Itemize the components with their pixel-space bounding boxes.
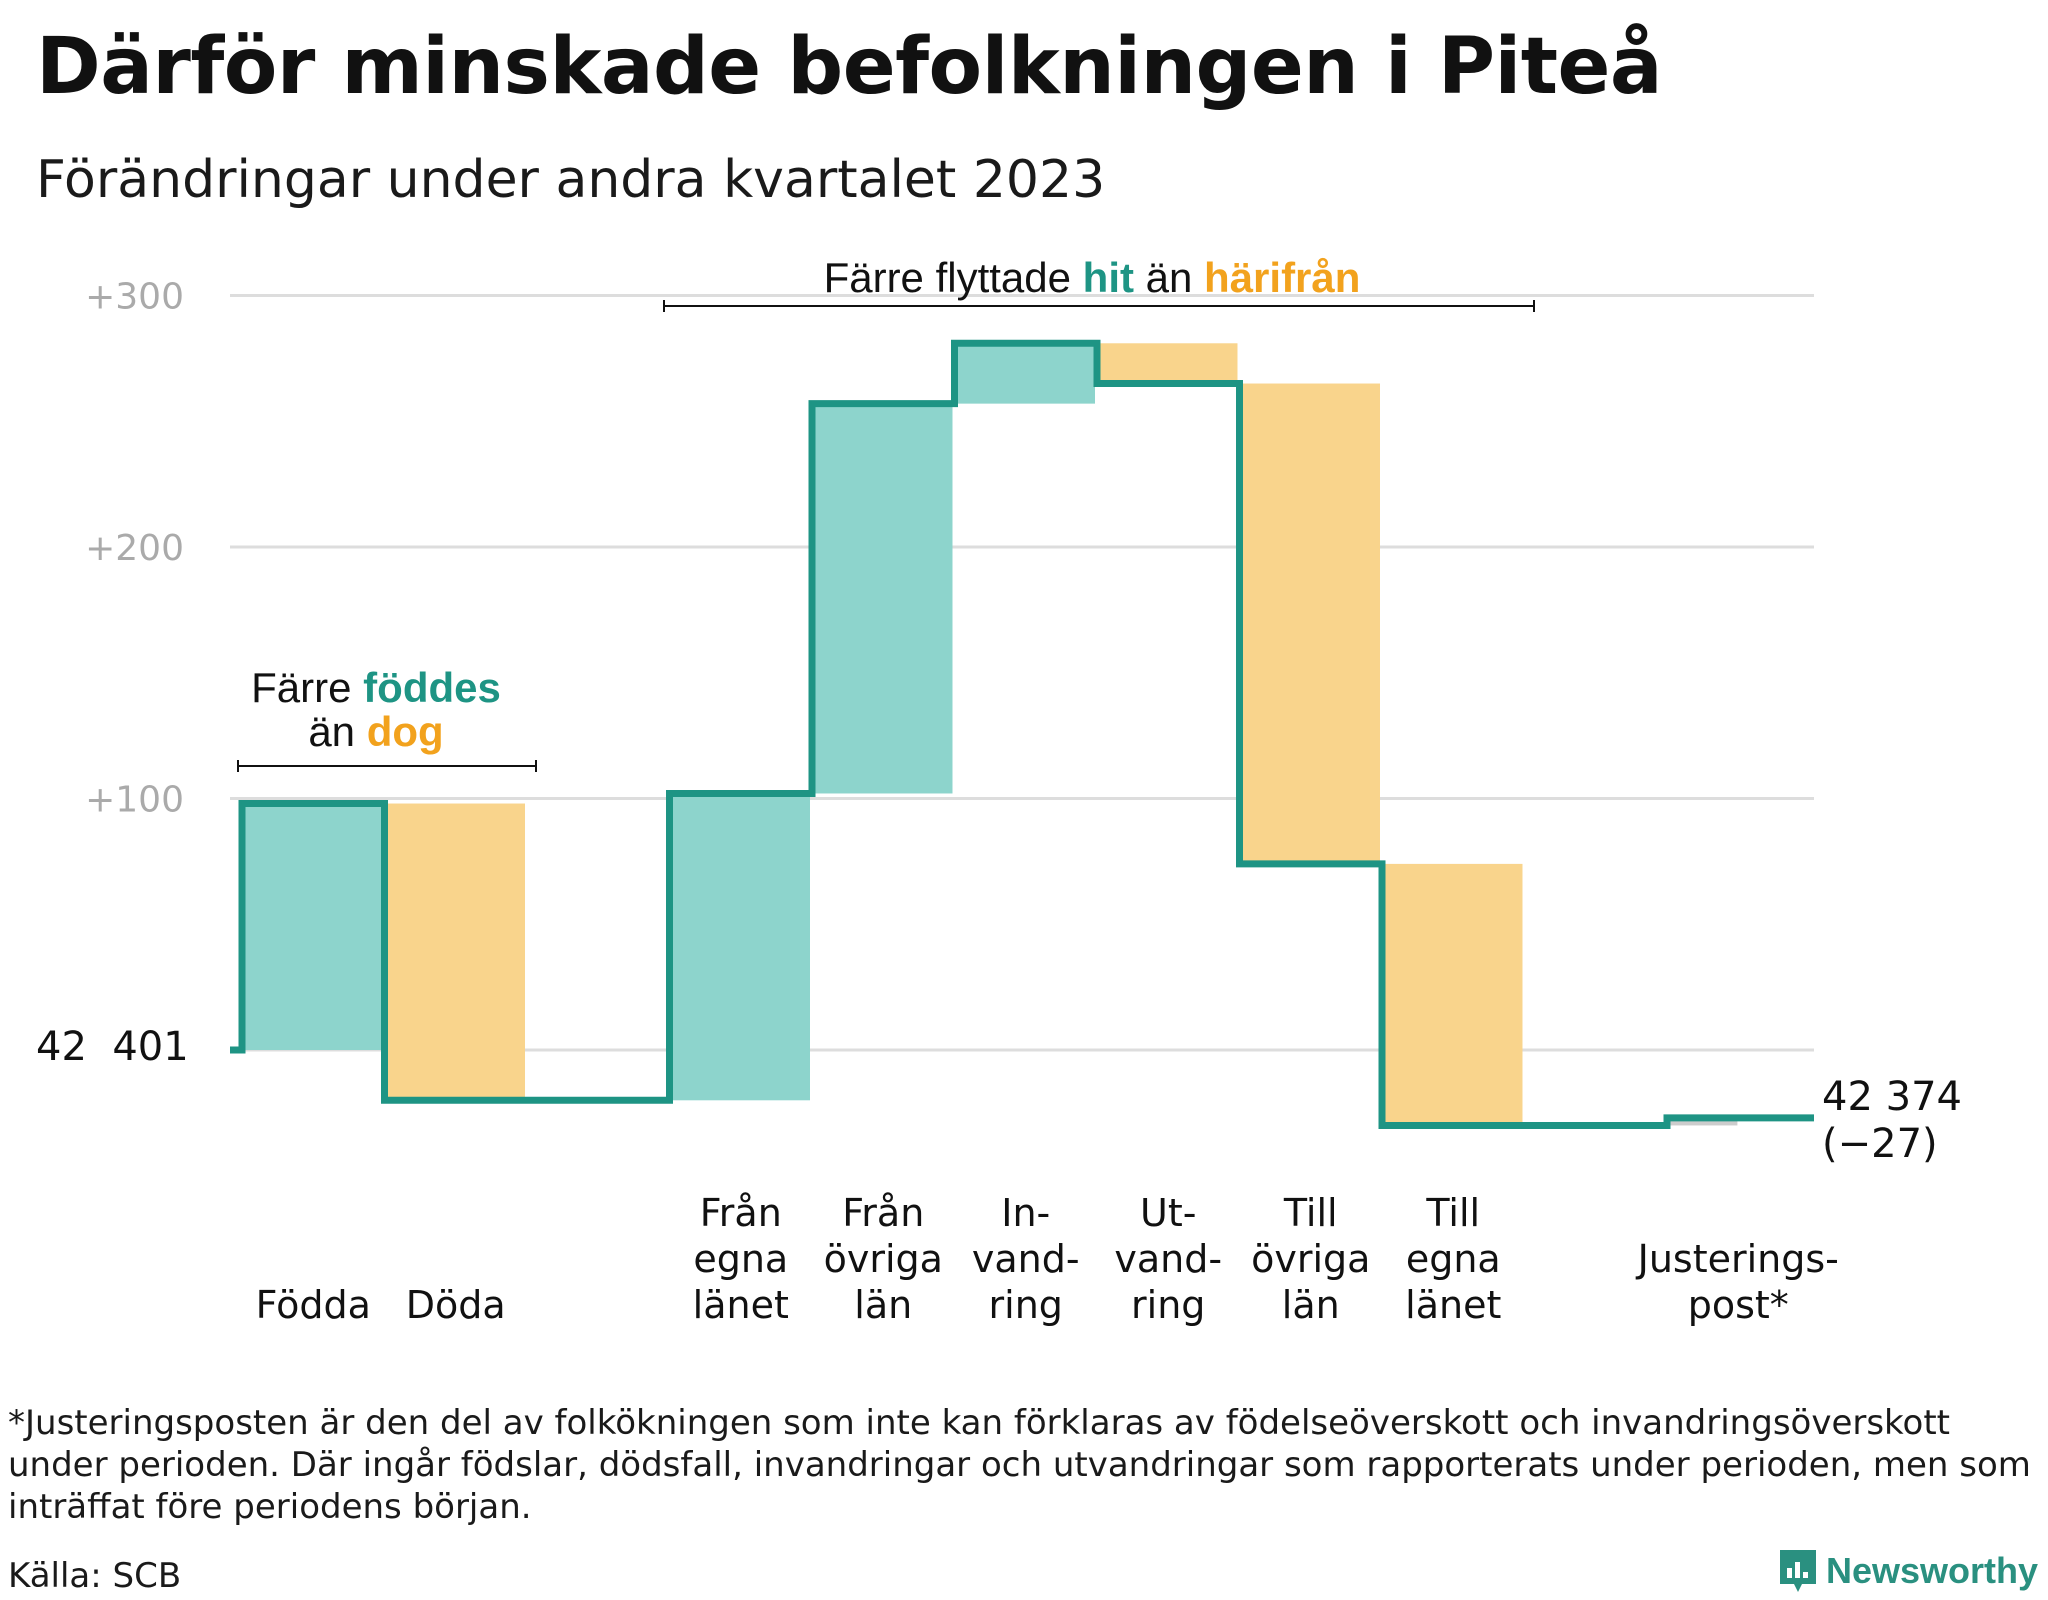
category-label: Från (842, 1191, 924, 1235)
category-label: övriga (1251, 1237, 1370, 1281)
category-label: Från (700, 1191, 782, 1235)
annotation-bracket (663, 300, 1535, 312)
chart-subtitle: Förändringar under andra kvartalet 2023 (36, 150, 1106, 210)
category-label: län (1282, 1283, 1340, 1327)
category-label: ring (1131, 1283, 1205, 1327)
annotation-text: än (1146, 254, 1193, 301)
annotation-bracket (237, 760, 537, 772)
bars (244, 343, 1738, 1126)
start-label: 42 401 (36, 1024, 189, 1070)
bar-decrease (1241, 383, 1380, 864)
annotation-births-deaths-line2: än dog (308, 708, 443, 755)
brand: Newsworthy (1778, 1548, 2038, 1594)
brand-name: Newsworthy (1825, 1550, 2038, 1591)
y-axis-ticks: +100 +200 +300 (85, 277, 184, 821)
bar-decrease (1384, 863, 1523, 1126)
annotation-highlight-harifran: härifrån (1204, 254, 1360, 301)
category-label: länet (1405, 1283, 1501, 1327)
waterfall-chart: +100 +200 +300 42 401 42 374 (−27) Färre f… (36, 254, 1962, 1327)
annotation-highlight-born: föddes (363, 664, 501, 711)
annotation-highlight-hit: hit (1083, 254, 1134, 301)
category-label: Till (1425, 1191, 1480, 1235)
bar-decrease (386, 803, 525, 1101)
category-label: Justerings- (1636, 1237, 1839, 1281)
births-deaths-annotation: Färre föddes än dog (237, 664, 537, 772)
start-value-label: 42 401 (36, 1024, 189, 1070)
bar-increase (814, 403, 953, 794)
category-label: ring (989, 1283, 1063, 1327)
annotation-text: än (308, 708, 355, 755)
bar-decrease (1099, 343, 1238, 384)
category-label: län (854, 1283, 912, 1327)
bar-adjustment (1669, 1117, 1738, 1126)
source-label: Källa: SCB (8, 1556, 182, 1596)
y-tick-label: +200 (85, 528, 184, 569)
category-label: Till (1283, 1191, 1338, 1235)
category-label: vand- (972, 1237, 1080, 1281)
cumulative-step-line (230, 339, 1814, 1129)
y-tick-label: +300 (85, 277, 184, 318)
end-value-label: 42 374 (1822, 1074, 1962, 1120)
newsworthy-logo-icon (1779, 1550, 1816, 1592)
category-labels: Födda DödaFrånegnalänetFrånövrigalänIn-va… (256, 1191, 1839, 1327)
category-label: Ut- (1140, 1191, 1196, 1235)
category-label: övriga (824, 1237, 943, 1281)
annotation-births-deaths-line1: Färre föddes (251, 664, 501, 711)
footnote: *Justeringsposten är den del av folkökni… (8, 1403, 2031, 1527)
category-label: länet (693, 1283, 789, 1327)
annotation-text: Färre (251, 664, 351, 711)
bar-increase (956, 343, 1095, 404)
bar-increase (244, 803, 383, 1050)
chart-title: Därför minskade befolkningen i Piteå (36, 22, 1663, 112)
category-label: vand- (1114, 1237, 1222, 1281)
category-label: In- (1001, 1191, 1050, 1235)
category-label: egna (1406, 1237, 1501, 1281)
annotation-migration: Färre flyttade hit än härifrån (824, 254, 1361, 301)
migration-annotation: Färre flyttade hit än härifrån (663, 254, 1535, 312)
category-label: Döda (406, 1283, 506, 1327)
net-change-label: (−27) (1822, 1121, 1938, 1167)
bar-increase (671, 793, 810, 1101)
category-label: Födda (256, 1283, 371, 1327)
y-tick-label: +100 (85, 780, 184, 821)
annotation-highlight-died: dog (367, 708, 444, 755)
category-label: post* (1688, 1283, 1789, 1327)
end-label: 42 374 (−27) (1822, 1074, 1962, 1167)
category-label: egna (693, 1237, 788, 1281)
annotation-text: Färre flyttade (824, 254, 1071, 301)
